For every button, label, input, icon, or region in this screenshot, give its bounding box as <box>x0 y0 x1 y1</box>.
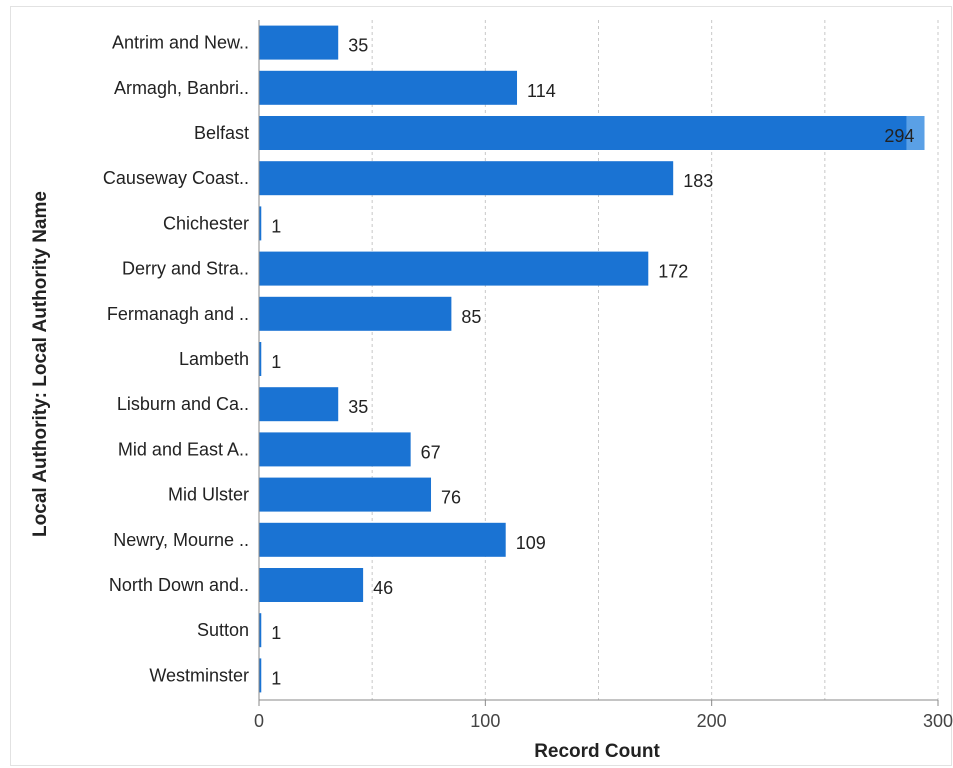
value-label: 76 <box>441 488 461 508</box>
category-label: Mid Ulster <box>168 485 249 505</box>
value-label: 114 <box>527 81 556 101</box>
bar[interactable] <box>259 161 674 196</box>
category-label: Derry and Stra.. <box>122 259 249 279</box>
category-label: Chichester <box>163 213 249 233</box>
chart-frame <box>10 6 952 766</box>
x-tick-label: 200 <box>697 711 727 731</box>
value-label: 85 <box>461 307 481 327</box>
bar[interactable] <box>259 568 364 602</box>
bar[interactable] <box>259 206 262 241</box>
category-label: Fermanagh and .. <box>107 304 249 324</box>
bar[interactable] <box>259 522 506 557</box>
value-label: 183 <box>683 171 713 191</box>
value-label: 67 <box>421 442 441 462</box>
grid-lines <box>371 20 939 700</box>
bar[interactable] <box>259 432 411 467</box>
category-label: Lisburn and Ca.. <box>117 394 249 414</box>
value-label: 1 <box>271 623 281 643</box>
axes: 0 100 200 300 <box>254 20 953 731</box>
category-label: Lambeth <box>179 349 249 369</box>
bar[interactable] <box>259 477 432 512</box>
value-label: 1 <box>271 216 281 236</box>
value-label: 35 <box>348 36 368 56</box>
bar[interactable] <box>259 342 262 376</box>
labels-group: Antrim and New.. 35 Armagh, Banbri.. 114 Bel… <box>103 33 915 689</box>
bar[interactable] <box>259 658 262 693</box>
category-label: Newry, Mourne .. <box>113 530 249 550</box>
bar[interactable] <box>259 387 339 422</box>
bars-group <box>259 25 925 693</box>
category-label: North Down and.. <box>109 575 249 595</box>
bar[interactable] <box>259 70 518 105</box>
bar-highlight <box>906 116 925 150</box>
bar[interactable] <box>259 116 925 150</box>
category-label: Mid and East A.. <box>118 439 249 459</box>
x-tick-label: 300 <box>923 711 953 731</box>
x-tick-label: 0 <box>254 711 264 731</box>
x-tick-label: 100 <box>470 711 500 731</box>
value-label: 46 <box>373 578 393 598</box>
value-label: 172 <box>658 262 688 282</box>
value-label: 294 <box>884 126 914 146</box>
bar[interactable] <box>259 613 262 648</box>
category-label: Belfast <box>194 123 249 143</box>
value-label: 109 <box>516 533 546 553</box>
bar[interactable] <box>259 296 452 331</box>
category-label: Sutton <box>197 620 249 640</box>
category-label: Armagh, Banbri.. <box>114 78 249 98</box>
x-axis-title: Record Count <box>534 741 660 762</box>
value-label: 1 <box>271 668 281 688</box>
bar[interactable] <box>259 251 649 286</box>
value-label: 35 <box>348 397 368 417</box>
value-label: 1 <box>271 352 281 372</box>
category-label: Antrim and New.. <box>112 33 249 53</box>
bar[interactable] <box>259 25 339 60</box>
category-label: Causeway Coast.. <box>103 168 249 188</box>
y-axis-title: Local Authority: Local Authority Name <box>30 191 51 537</box>
category-label: Westminster <box>149 665 249 685</box>
